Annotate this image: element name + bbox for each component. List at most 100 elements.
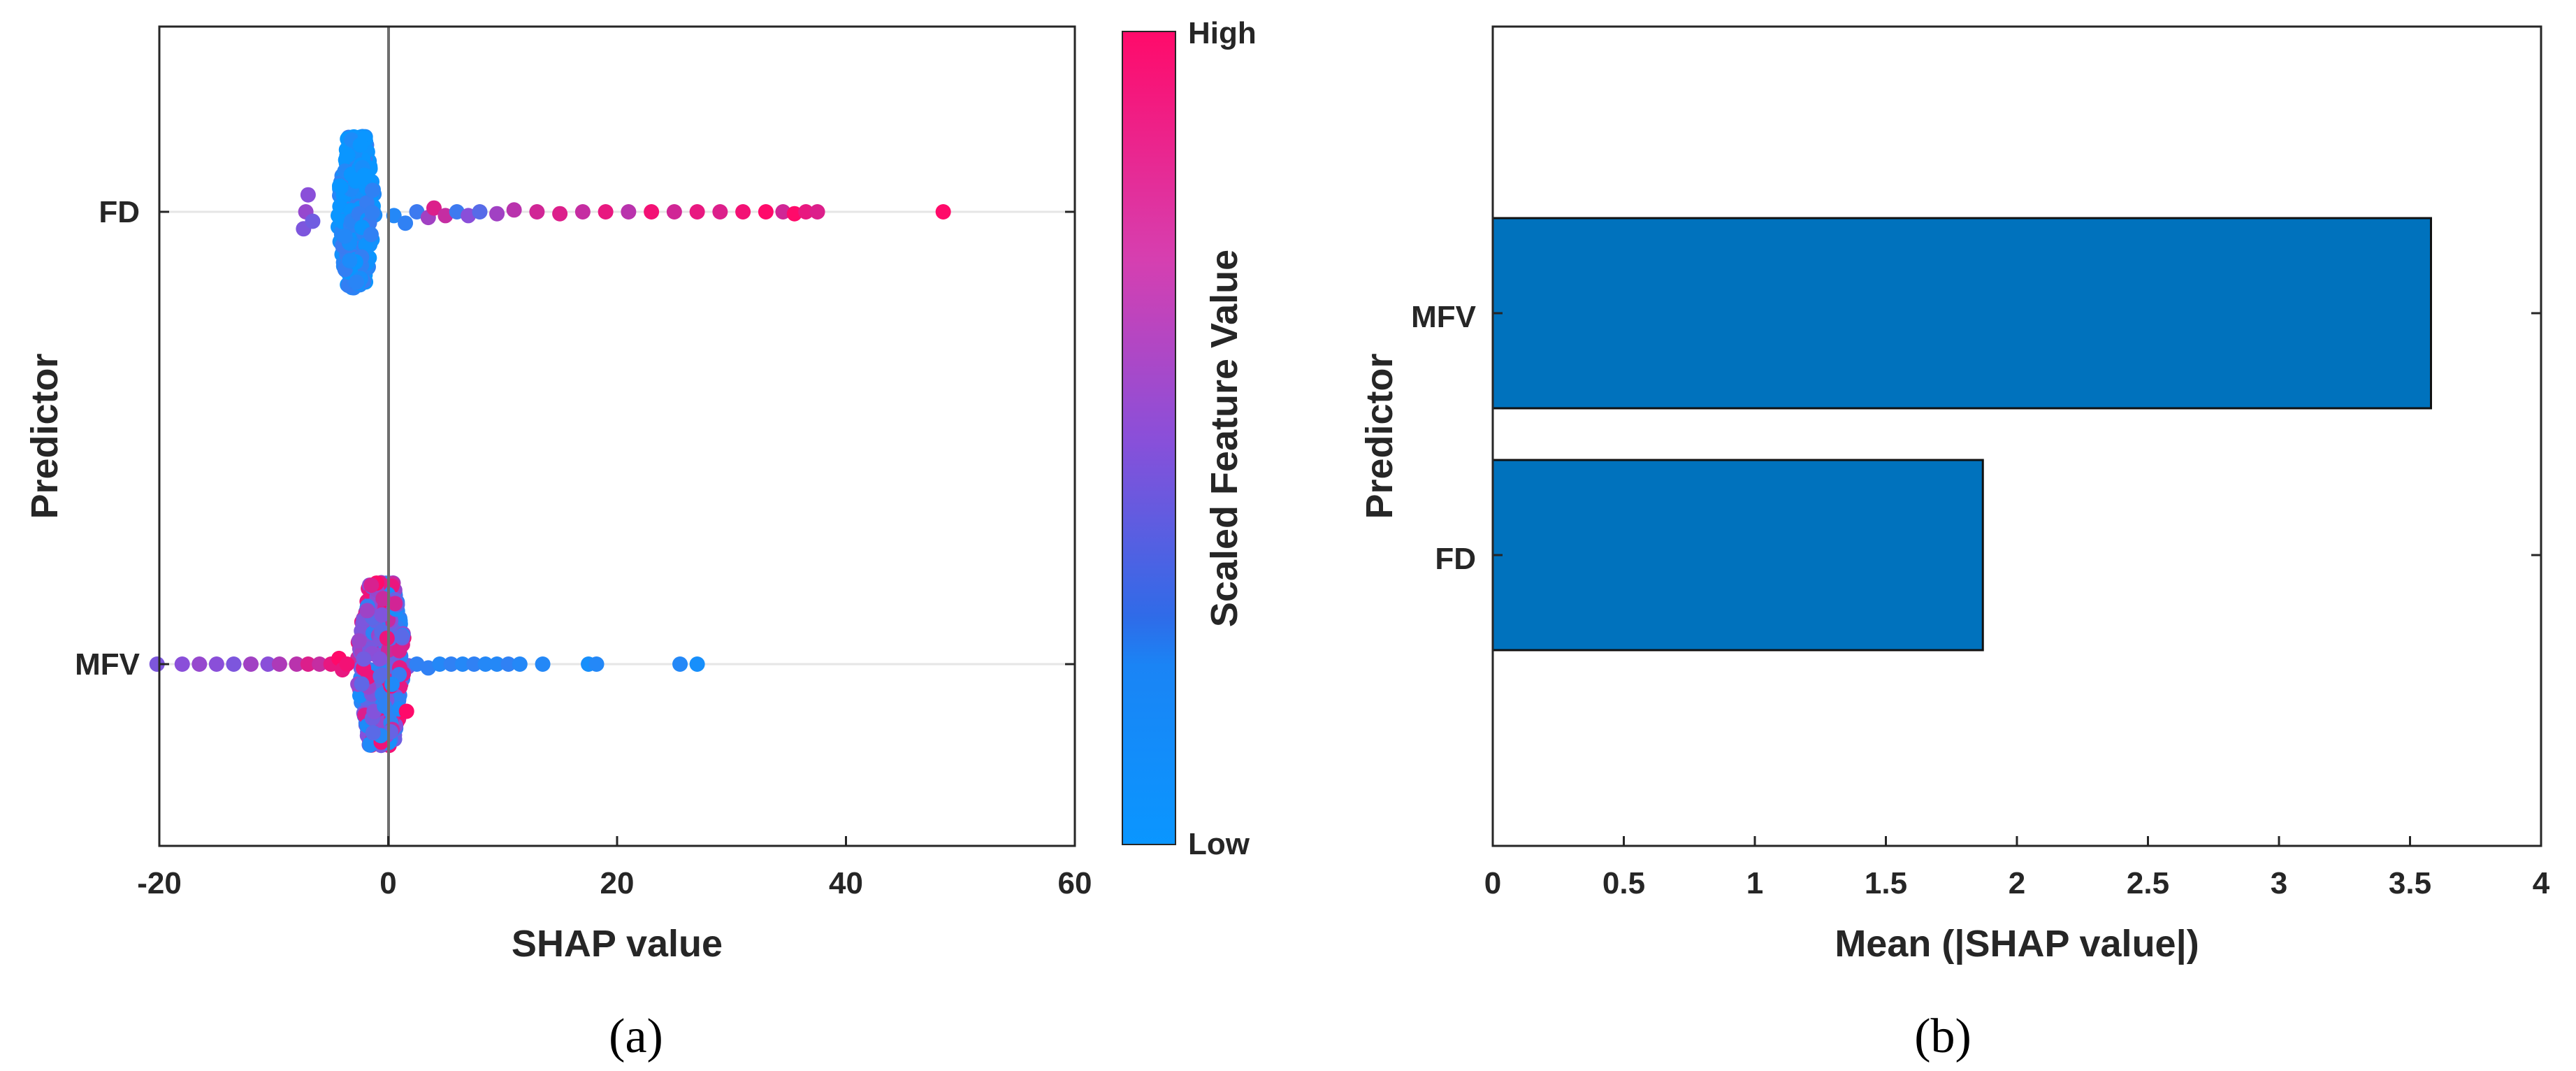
beeswarm-point-mfv [149, 656, 165, 672]
beeswarm-point-mfv [387, 596, 403, 612]
beeswarm-point-mfv [489, 656, 505, 672]
beeswarm-point-mfv [208, 656, 224, 672]
beeswarm-point-fd [644, 204, 660, 220]
ytick-label-fd-b: FD [1435, 542, 1476, 576]
beeswarm-point-fd [506, 202, 522, 218]
beeswarm-point-mfv [243, 656, 259, 672]
a-xtick-label: 60 [1058, 866, 1092, 900]
colorbar-title: Scaled Feature Value [1203, 250, 1245, 627]
ytick-label-mfv: MFV [75, 647, 140, 682]
beeswarm-point-mfv [454, 656, 470, 672]
panel-b-bar-chart: 0 0.5 1 1.5 2 2.5 3 3.5 4 MFV FD Mean (|SHAP val… [1359, 25, 2550, 1063]
ytick-label-fd: FD [99, 195, 140, 229]
beeswarm-point-mfv [271, 656, 287, 672]
beeswarm-point-fd [337, 228, 353, 244]
b-xtick-label: 2.5 [2127, 866, 2169, 900]
a-xlabel: SHAP value [512, 923, 723, 965]
bar-mfv [1491, 217, 2432, 410]
b-xtick-label: 3 [2271, 866, 2287, 900]
beeswarm-point-mfv [689, 656, 705, 672]
beeswarm-point-fd [758, 204, 774, 220]
plot-a-background [159, 27, 1075, 846]
beeswarm-point-mfv [260, 656, 276, 672]
b-y-tick-marks [1493, 312, 2541, 556]
ytick-label-mfv-b: MFV [1411, 300, 1477, 334]
beeswarm-point-fd [621, 204, 637, 220]
colorbar-low-label: Low [1188, 827, 1250, 861]
b-xlabel: Mean (|SHAP value|) [1835, 923, 2199, 965]
panel-label-a: (a) [609, 1009, 663, 1063]
beeswarm-point-mfv [443, 656, 459, 672]
beeswarm-point-fd [300, 187, 316, 203]
beeswarm-point-mfv [289, 656, 305, 672]
beeswarm-point-fd [305, 213, 321, 229]
beeswarm-point-mfv [372, 651, 388, 667]
beeswarm-point-mfv [588, 656, 605, 672]
beeswarm-point-fd [798, 204, 814, 220]
beeswarm-point-fd [735, 204, 751, 220]
b-xtick-label: 0.5 [1602, 866, 1645, 900]
beeswarm-point-fd [331, 178, 347, 194]
beeswarm-point-mfv [379, 630, 395, 646]
beeswarm-point-mfv [339, 656, 355, 672]
panel-a-beeswarm: -20 0 20 40 60 FD MFV SHAP value Predictor (… [24, 16, 1257, 1063]
beeswarm-point-fd [529, 204, 545, 220]
beeswarm-point-fd [340, 147, 356, 163]
a-xtick-label: -20 [137, 866, 182, 900]
a-x-ticks: -20 0 20 40 60 [137, 836, 1092, 900]
beeswarm-point-mfv [672, 656, 688, 672]
beeswarm-point-fd [349, 274, 365, 290]
plot-b-background [1493, 27, 2541, 846]
beeswarm-point-mfv [372, 668, 389, 684]
b-ylabel: Predictor [1359, 353, 1401, 519]
b-xtick-label: 1.5 [1865, 866, 1907, 900]
beeswarm-point-mfv [359, 603, 375, 619]
a-y-tick-marks [159, 210, 1075, 666]
a-ylabel: Predictor [24, 353, 66, 519]
b-xtick-label: 1 [1746, 866, 1763, 900]
beeswarm-point-fd [398, 215, 414, 231]
b-xtick-label: 3.5 [2389, 866, 2431, 900]
beeswarm-point-mfv [512, 656, 528, 672]
beeswarm-point-mfv [535, 656, 551, 672]
beeswarm-point-fd [472, 204, 488, 220]
beeswarm-point-mfv [312, 656, 328, 672]
beeswarm-point-fd [712, 204, 728, 220]
beeswarm-point-fd [352, 137, 368, 153]
beeswarm-point-fd [365, 182, 381, 199]
beeswarm-point-mfv [356, 651, 372, 667]
bar-fd [1491, 459, 1984, 652]
beeswarm-point-mfv [226, 656, 242, 672]
beeswarm-point-fd [809, 204, 825, 220]
b-xtick-label: 4 [2533, 866, 2550, 900]
beeswarm-point-fd [775, 204, 791, 220]
beeswarm-point-fd [552, 206, 568, 222]
beeswarm-point-mfv [351, 633, 367, 649]
b-xtick-label: 2 [2009, 866, 2025, 900]
a-xtick-label: 0 [379, 866, 396, 900]
beeswarm-point-mfv [375, 591, 391, 607]
beeswarm-point-fd [409, 204, 425, 220]
b-xtick-label: 0 [1484, 866, 1501, 900]
beeswarm-point-fd [342, 252, 358, 268]
beeswarm-point-mfv [466, 656, 482, 672]
beeswarm-point-mfv [300, 656, 316, 672]
beeswarm-point-fd [489, 206, 505, 222]
beeswarm-point-mfv [384, 676, 400, 692]
beeswarm-point-fd [689, 204, 705, 220]
beeswarm-point-mfv [393, 628, 410, 645]
colorbar [1122, 31, 1176, 845]
beeswarm-point-fd [426, 200, 442, 216]
beeswarm-point-mfv [398, 703, 414, 719]
panel-label-b: (b) [1914, 1009, 1971, 1063]
beeswarm-point-mfv [363, 577, 379, 594]
beeswarm-point-mfv [374, 607, 390, 623]
beeswarm-point-fd [935, 204, 951, 220]
beeswarm-point-mfv [500, 656, 516, 672]
beeswarm-point-fd [363, 227, 379, 243]
beeswarm-point-mfv [365, 725, 381, 741]
colorbar-high-label: High [1188, 16, 1257, 50]
beeswarm-point-mfv [477, 656, 493, 672]
a-xtick-label: 40 [829, 866, 863, 900]
